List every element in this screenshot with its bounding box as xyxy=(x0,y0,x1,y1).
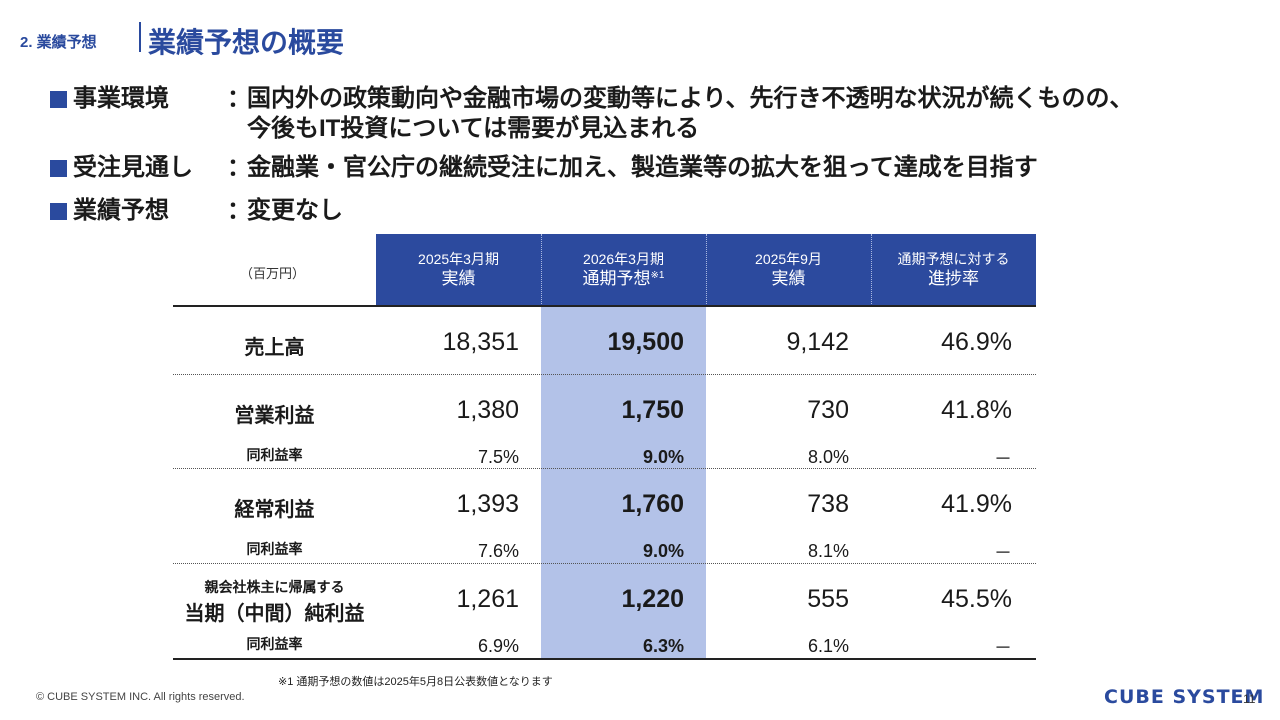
cell-value: 19,500 xyxy=(607,328,684,356)
cell-value: 730 xyxy=(807,396,849,424)
square-bullet-icon xyxy=(50,91,67,108)
cell-value: 6.9% xyxy=(477,636,519,656)
title-divider xyxy=(139,22,141,52)
footnote: ※1 通期予想の数値は2025年5月8日公表数値となります xyxy=(278,676,553,688)
cell-value: 7.6% xyxy=(477,541,519,561)
bullet-forecast: 業績予想 ： 変更なし xyxy=(50,196,343,226)
cell-value: 738 xyxy=(807,490,849,518)
column-header-fy2025-actual: 2025年3月期 実績 xyxy=(376,234,541,306)
bullet-text: 金融業・官公庁の継続受注に加え、製造業等の拡大を狙って達成を目指す xyxy=(247,154,1038,181)
cell-value: 7.5% xyxy=(477,447,519,467)
header-separator xyxy=(541,234,542,306)
cell-value: 1,220 xyxy=(621,585,684,613)
cell-value: 6.1% xyxy=(807,636,849,656)
bullet-colon: ： xyxy=(227,85,251,112)
square-bullet-icon xyxy=(50,160,67,177)
cell-value: － xyxy=(994,638,1012,658)
column-header-line2: 実績 xyxy=(441,269,476,288)
unit-label: （百万円） xyxy=(240,266,306,281)
column-header-progress-rate: 通期予想に対する 進捗率 xyxy=(871,234,1036,306)
bullet-text: 変更なし xyxy=(247,197,343,224)
row-divider xyxy=(173,563,1036,564)
column-header-line1: 2025年9月 xyxy=(755,251,822,267)
cell-value: － xyxy=(994,449,1012,469)
bullet-colon: ： xyxy=(227,197,251,224)
cell-value: 9.0% xyxy=(642,447,684,467)
header-separator xyxy=(871,234,872,306)
bullet-label: 受注見通し xyxy=(73,154,193,181)
bullet-colon: ： xyxy=(227,154,251,181)
table-top-rule xyxy=(173,305,1036,307)
column-header-2025-sep-actual: 2025年9月 実績 xyxy=(706,234,871,306)
column-header-fy2026-forecast: 2026年3月期 通期予想※1 xyxy=(541,234,706,306)
footnote-marker: ※1 xyxy=(650,270,665,281)
square-bullet-icon xyxy=(50,203,67,220)
page-title: 業績予想の概要 xyxy=(148,27,345,58)
cell-value: 41.8% xyxy=(941,396,1012,424)
cell-value: 6.3% xyxy=(642,636,684,656)
bullet-text: 国内外の政策動向や金融市場の変動等により、先行き不透明な状況が続くものの、 xyxy=(247,85,1134,112)
row-label-margin: 同利益率 xyxy=(246,541,303,557)
header-separator xyxy=(706,234,707,306)
row-label-operating-profit: 営業利益 xyxy=(234,405,315,427)
row-label-net-profit: 当期（中間）純利益 xyxy=(184,603,365,625)
section-label: 2. 業績予想 xyxy=(20,34,97,51)
cell-value: 1,393 xyxy=(456,490,519,518)
row-label-net-profit-prefix: 親会社株主に帰属する xyxy=(204,579,345,595)
column-header-line2: 進捗率 xyxy=(928,269,979,288)
column-header-line2-text: 通期予想 xyxy=(582,269,651,288)
page-number: 11 xyxy=(1243,692,1256,706)
cell-value: 8.0% xyxy=(807,447,849,467)
row-divider xyxy=(173,468,1036,469)
cell-value: 41.9% xyxy=(941,490,1012,518)
column-header-line1: 2026年3月期 xyxy=(583,251,664,267)
bullet-business-environment: 事業環境 ： 国内外の政策動向や金融市場の変動等により、先行き不透明な状況が続く… xyxy=(50,84,1134,144)
column-header-line2: 通期予想※1 xyxy=(583,268,665,290)
column-header-line1: 通期予想に対する xyxy=(897,251,1010,267)
cell-value: 18,351 xyxy=(442,328,519,356)
cell-value: 1,750 xyxy=(621,396,684,424)
row-label-ordinary-profit: 経常利益 xyxy=(234,499,315,521)
cell-value: 9.0% xyxy=(642,541,684,561)
cell-value: 1,380 xyxy=(456,396,519,424)
row-label-sales: 売上高 xyxy=(244,337,305,359)
company-logo: CUBE SYSTEM xyxy=(1104,686,1265,708)
bullet-text: 今後もIT投資については需要が見込まれる xyxy=(247,115,700,142)
table-bottom-rule xyxy=(173,658,1036,660)
column-header-line1: 2025年3月期 xyxy=(418,251,499,267)
cell-value: 46.9% xyxy=(941,328,1012,356)
bullet-order-outlook: 受注見通し ： 金融業・官公庁の継続受注に加え、製造業等の拡大を狙って達成を目指… xyxy=(50,153,1038,183)
forecast-highlight-column xyxy=(541,306,706,659)
row-divider xyxy=(173,374,1036,375)
column-header-line2: 実績 xyxy=(771,269,806,288)
bullet-label: 事業環境 xyxy=(73,85,169,112)
cell-value: 1,760 xyxy=(621,490,684,518)
row-label-margin: 同利益率 xyxy=(246,636,303,652)
bullet-label: 業績予想 xyxy=(73,197,169,224)
cell-value: 1,261 xyxy=(456,585,519,613)
cell-value: － xyxy=(994,543,1012,563)
cell-value: 9,142 xyxy=(786,328,849,356)
cell-value: 8.1% xyxy=(807,541,849,561)
cell-value: 45.5% xyxy=(941,585,1012,613)
copyright: © CUBE SYSTEM INC. All rights reserved. xyxy=(36,691,245,703)
cell-value: 555 xyxy=(807,585,849,613)
row-label-margin: 同利益率 xyxy=(246,447,303,463)
